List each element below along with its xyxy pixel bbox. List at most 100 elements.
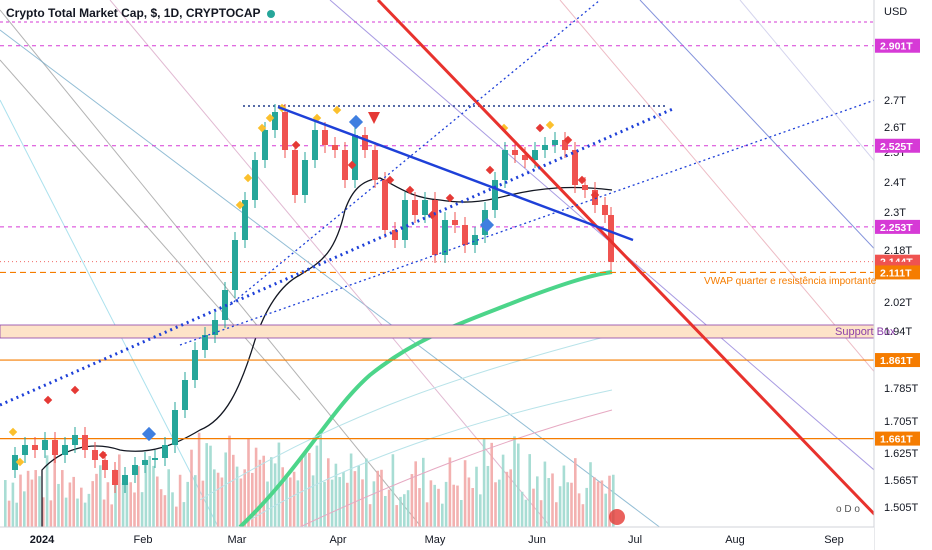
candle-body [302,160,308,195]
volume-bar [509,469,512,527]
volume-bar [399,496,402,527]
red-downtrend-line [376,0,882,522]
currency-button[interactable]: USD [884,6,908,18]
volume-bar [452,484,455,527]
volume-bar [479,494,482,527]
candle-body [292,150,298,195]
price-badge-label: 2.253T [880,222,913,234]
candle-body [332,145,338,150]
volume-bar [361,479,364,527]
volume-bar [87,493,91,527]
volume-bar [64,497,68,527]
price-tick-label: 2.02T [884,297,912,309]
candle-body [132,465,138,475]
volume-bar [216,472,220,527]
yellow-signal-marker [257,123,267,133]
volume-bar [513,436,516,527]
volume-bar [80,487,83,527]
volume-bar [566,482,569,527]
volume-bar [505,471,509,527]
channel-line [109,0,571,550]
time-axis-background [0,527,874,550]
volume-bar [437,488,440,527]
blue-signal-marker [479,217,495,233]
volume-bar [429,480,433,527]
red-signal-marker [43,395,53,405]
green-moving-average [238,270,613,529]
candle-body [202,335,208,350]
volume-bar [258,459,262,527]
candle-body [172,410,178,445]
candle-body [342,150,348,180]
volume-bar [144,459,148,527]
volume-bar [42,497,45,527]
volume-bar [178,474,182,527]
volume-bar [555,502,558,527]
price-tick-label: 2.6T [884,122,906,134]
volume-bar [315,445,319,527]
volume-bar [334,463,338,527]
candlesticks [12,104,614,493]
volume-bar [391,454,395,527]
support-box [0,324,875,339]
volume-bar [608,475,611,527]
blue-signal-marker [348,114,364,130]
volume-bar [190,449,193,527]
price-badge-label: 1.661T [880,434,913,446]
volume-bar [387,489,391,527]
price-tick-label: 1.785T [884,383,919,395]
candle-body [12,455,18,470]
volume-bar [471,488,474,527]
candle-body [422,200,428,215]
candle-body [152,458,158,460]
volume-bar [243,469,246,527]
time-tick-label: Jul [628,534,642,546]
volume-bar [308,452,311,527]
volume-bar [239,478,243,527]
volume-bar [380,469,383,527]
channel-line [559,0,932,441]
volume-bar [266,481,269,527]
time-axis[interactable]: 2024 Feb Mar Apr May Jun Jul Aug Sep [0,526,874,550]
volume-bar [319,432,322,527]
volume-bar [213,469,216,527]
volume-bar [414,461,417,527]
volume-bar [384,495,387,527]
time-tick-label: Aug [725,534,745,546]
volume-bar [353,471,357,527]
candle-body [572,150,578,185]
volume-bar [45,455,49,527]
volume-bar [106,482,110,527]
volume-bar [209,445,212,527]
candle-body [472,235,478,245]
volume-bar [612,474,615,527]
volume-bar [558,486,562,527]
volume-bar [110,504,113,527]
candle-body [502,150,508,180]
volume-bar [547,477,550,527]
volume-bar [520,491,524,527]
price-tick-label: 1.705T [884,416,919,428]
blue-descending-line [277,105,634,242]
candle-body [552,140,558,145]
volume-bars [4,432,615,527]
horizontal-levels [0,21,875,440]
candle-body [192,350,198,380]
volume-bar [68,482,72,527]
volume-bar [368,504,372,527]
volume-bar [182,502,186,527]
volume-bar [129,482,132,527]
price-badge-label: 2.525T [880,141,913,153]
candle-body [362,135,368,150]
support-box-label: Support Box [835,326,896,338]
blue-signal-marker [141,426,157,442]
volume-bar [285,477,288,527]
volume-bar [91,481,94,527]
candle-body [252,160,258,200]
volume-bar [281,467,284,527]
price-badge [875,138,920,153]
price-tick-label: 2.18T [884,245,912,257]
candle-body [492,180,498,210]
price-axis[interactable]: 2.7T2.6T2.5T2.4T2.3T2.18T2.02T1.94T1.785… [873,0,932,550]
